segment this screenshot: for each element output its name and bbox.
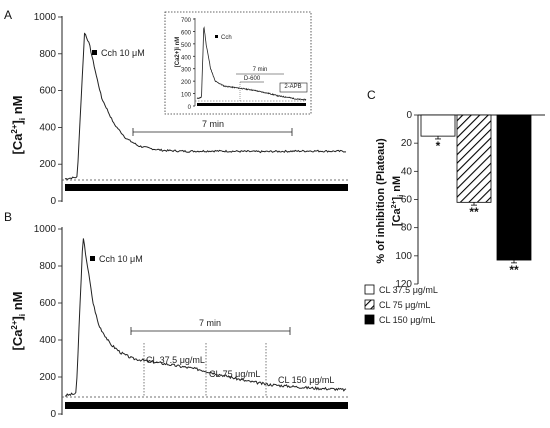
panel-b-annotation-1: CL 37.5 μg/mL bbox=[146, 355, 205, 365]
inset-d600-label: D-600 bbox=[244, 76, 261, 82]
panel-c-label: C bbox=[367, 88, 376, 102]
panel-c-tick-label-3: 60 bbox=[401, 195, 413, 206]
panel-b-annotation-2: CL 75 μg/mL bbox=[209, 369, 260, 379]
panel-b-tick-label-5: 1000 bbox=[34, 224, 57, 235]
panel-a-tick-label-2: 400 bbox=[39, 122, 56, 133]
panel-a-tick-label-5: 1000 bbox=[34, 12, 57, 23]
panel-b-trace bbox=[64, 238, 347, 397]
bar-1 bbox=[420, 114, 456, 137]
inset-ylabel: [Ca2+]i nM bbox=[175, 37, 181, 68]
panel-b: B [Ca2+]i nM 0 200 400 600 800 1000 Cch 10 μM… bbox=[4, 210, 348, 420]
panel-b-annotation-3: CL 150 μg/mL bbox=[278, 375, 334, 385]
legend-label-3: CL 150 μg/mL bbox=[379, 315, 435, 325]
legend-label-1: CL 37.5 μg/mL bbox=[379, 285, 438, 295]
panel-a-trace bbox=[64, 32, 347, 180]
panel-c: C % of inhibition (Plateau) [Ca2+]i nM 0… bbox=[364, 88, 545, 325]
inset-apb-label: 2-APB bbox=[284, 84, 301, 90]
panel-a-ylabel: [Ca2+]i nM bbox=[10, 95, 27, 154]
panel-a-time-label: 7 min bbox=[202, 119, 224, 129]
legend-swatch-1 bbox=[364, 284, 375, 295]
panel-c-tick-label-2: 40 bbox=[401, 166, 413, 177]
inset-ticks: 0 100 200 300 400 500 600 700 bbox=[181, 18, 195, 111]
panel-c-ticks: 0 20 40 60 80 100 120 bbox=[395, 110, 418, 290]
panel-b-tick-label-4: 800 bbox=[39, 261, 56, 272]
panel-c-legend: CL 37.5 μg/mL CL 75 μg/mL CL 150 μg/mL bbox=[364, 284, 438, 325]
panel-b-legend: Cch 10 μM bbox=[99, 254, 143, 264]
legend-label-2: CL 75 μg/mL bbox=[379, 300, 430, 310]
inset-tick-label-7: 700 bbox=[181, 18, 192, 24]
panel-a-legend: Cch 10 μM bbox=[101, 48, 145, 58]
panel-b-time-label: 7 min bbox=[199, 318, 221, 328]
inset-tick-label-4: 400 bbox=[181, 55, 192, 61]
panel-b-tick-label-0: 0 bbox=[50, 409, 56, 420]
inset-tick-label-1: 100 bbox=[181, 93, 192, 99]
panel-c-tick-label-6: 120 bbox=[395, 279, 412, 290]
inset-tick-label-5: 500 bbox=[181, 43, 192, 49]
panel-a-ticks: 0 200 400 600 800 1000 bbox=[34, 12, 62, 207]
inset-tick-label-3: 300 bbox=[181, 68, 192, 74]
inset-tick-label-6: 600 bbox=[181, 30, 192, 36]
significance-3: ** bbox=[509, 263, 519, 277]
panel-b-stimulus-bar bbox=[65, 402, 348, 409]
significance-1: * bbox=[436, 139, 441, 153]
panel-a-inset: [Ca2+]i nM 0 100 200 300 400 500 600 700 Cch 7 … bbox=[164, 11, 312, 115]
panel-a-label: A bbox=[4, 8, 12, 22]
panel-c-tick-label-1: 20 bbox=[401, 138, 413, 149]
panel-a-legend-marker bbox=[92, 50, 97, 55]
panel-c-ylabel: % of inhibition (Plateau) bbox=[375, 138, 387, 264]
inset-tick-label-2: 200 bbox=[181, 80, 192, 86]
inset-frame bbox=[164, 11, 312, 115]
bar-3 bbox=[496, 114, 532, 261]
panel-a-tick-label-0: 0 bbox=[50, 196, 56, 207]
panel-b-legend-marker bbox=[90, 256, 95, 261]
significance-2: ** bbox=[469, 205, 479, 219]
panel-c-ylabel2: [Ca2+]i nM bbox=[391, 176, 405, 226]
panel-c-bars: ***** bbox=[420, 114, 532, 277]
bar-2 bbox=[456, 114, 492, 203]
inset-legend-marker bbox=[215, 35, 218, 38]
panel-b-ticks: 0 200 400 600 800 1000 bbox=[34, 224, 62, 420]
inset-stimulus-bar bbox=[197, 103, 306, 106]
panel-a-tick-label-3: 600 bbox=[39, 86, 56, 97]
panel-b-label: B bbox=[4, 210, 12, 224]
panel-a-stimulus-bar bbox=[65, 184, 348, 191]
inset-tick-label-0: 0 bbox=[188, 105, 192, 111]
panel-c-tick-label-0: 0 bbox=[406, 110, 412, 121]
inset-apb-box bbox=[279, 82, 308, 93]
panel-c-tick-label-4: 80 bbox=[401, 223, 413, 234]
panel-c-tick-label-5: 100 bbox=[395, 251, 412, 262]
legend-swatch-3 bbox=[364, 314, 375, 325]
panel-a-tick-label-1: 200 bbox=[39, 159, 56, 170]
panel-b-tick-label-2: 400 bbox=[39, 335, 56, 346]
panel-b-tick-label-3: 600 bbox=[39, 298, 56, 309]
inset-time-label: 7 min bbox=[253, 67, 268, 73]
inset-legend: Cch bbox=[221, 35, 232, 41]
inset-trace bbox=[196, 26, 307, 102]
legend-swatch-2 bbox=[364, 299, 375, 310]
panel-b-ylabel: [Ca2+]i nM bbox=[10, 291, 27, 350]
panel-b-tick-label-1: 200 bbox=[39, 372, 56, 383]
panel-a-tick-label-4: 800 bbox=[39, 49, 56, 60]
